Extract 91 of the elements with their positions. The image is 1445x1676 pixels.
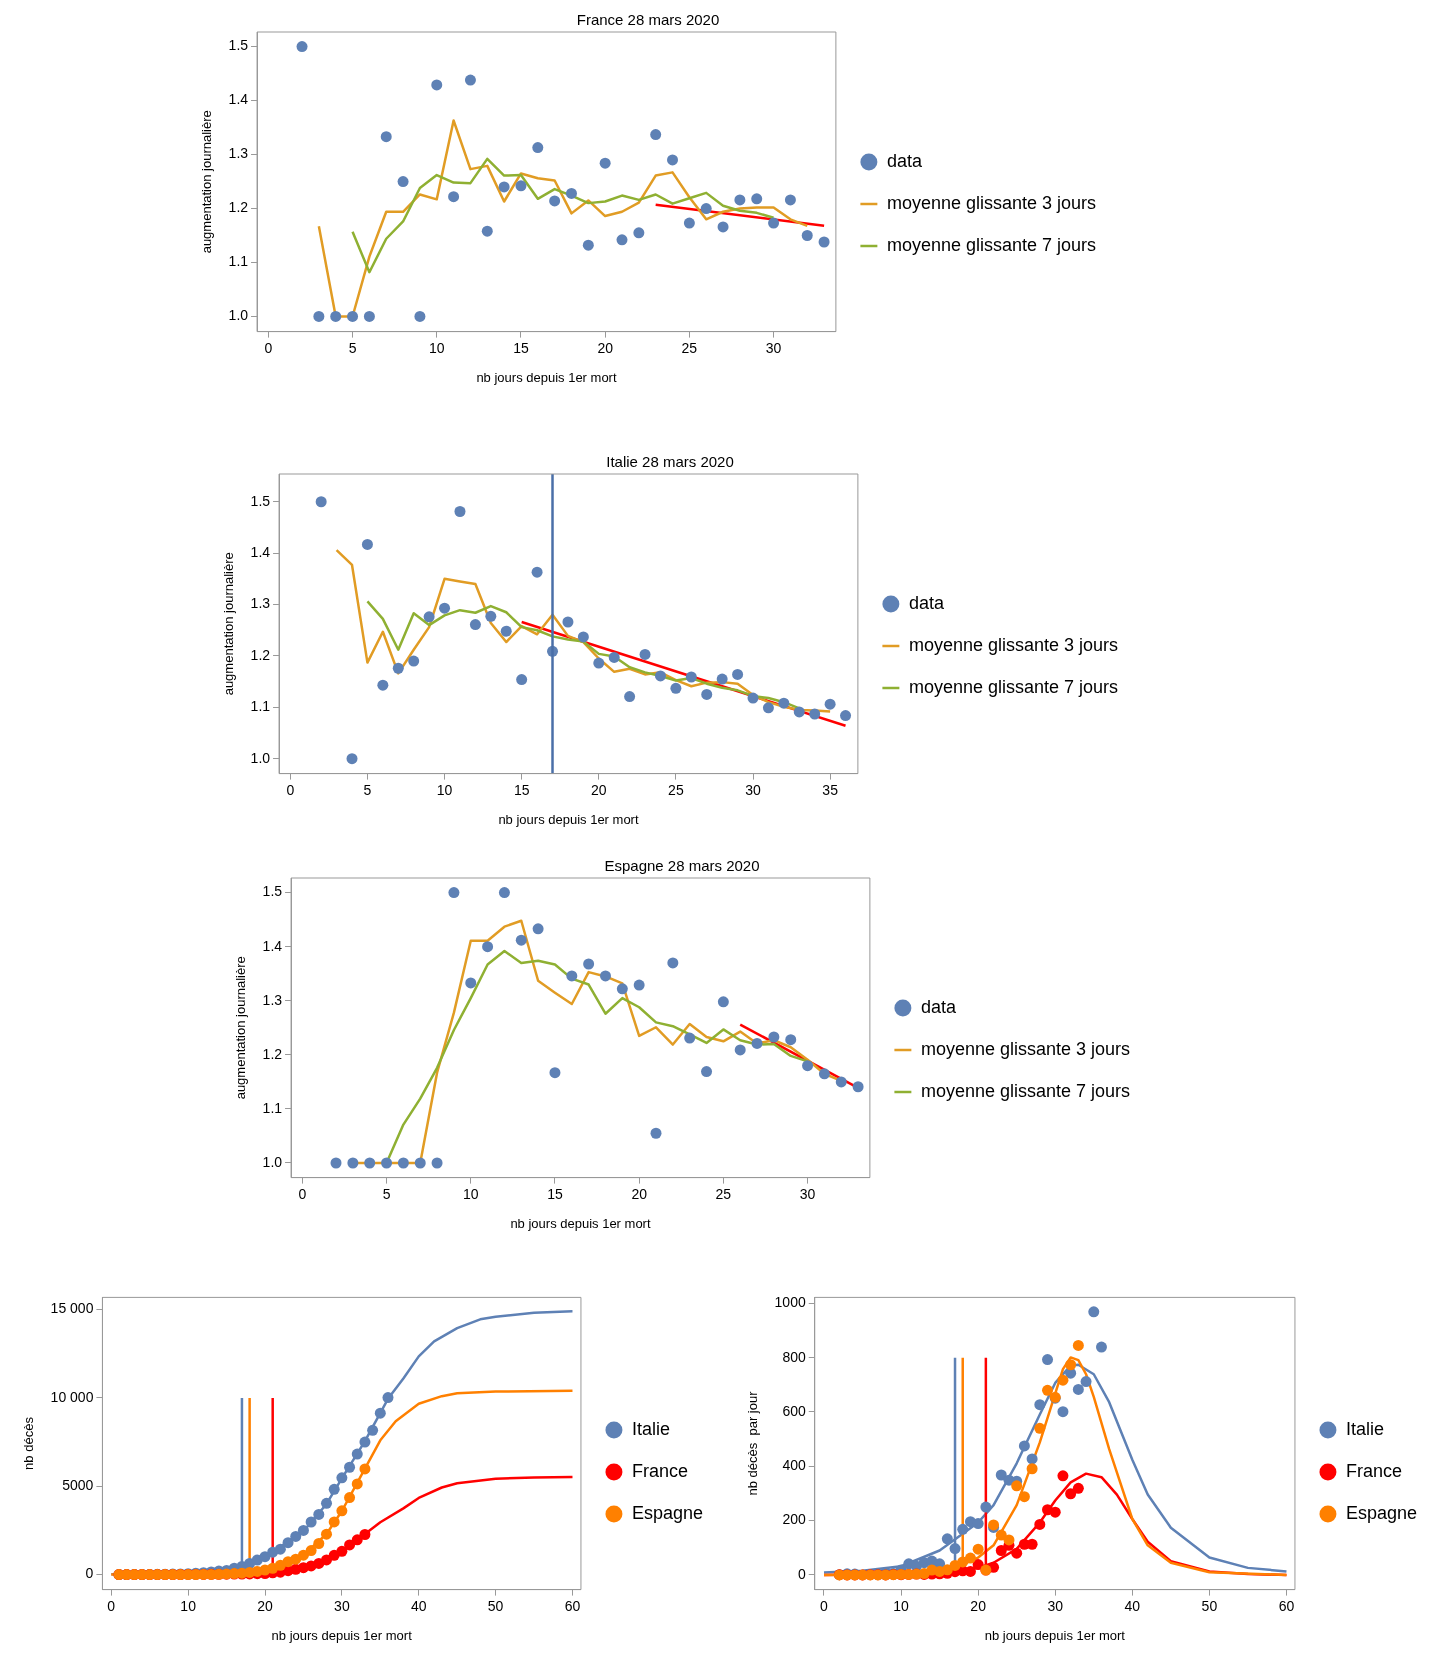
y-tick-label: 600 xyxy=(782,1402,806,1419)
x-tick-label: 60 xyxy=(564,1597,581,1614)
y-tick-label: 1.0 xyxy=(228,307,249,324)
x-tick-label: 40 xyxy=(410,1597,427,1614)
legend-label: Espagne xyxy=(631,1502,703,1523)
x-tick-label: 20 xyxy=(590,781,607,798)
x-tick-label: 25 xyxy=(681,339,698,356)
legend-label: moyenne glissante 3 jours xyxy=(886,192,1097,213)
x-tick-label: 30 xyxy=(765,339,782,356)
x-tick-label: 10 xyxy=(428,339,445,356)
y-tick-label: 1.1 xyxy=(262,1099,283,1116)
y-tick-label: 1.2 xyxy=(250,646,271,663)
chart-title: Italie 28 mars 2020 xyxy=(606,453,734,471)
x-tick-label: 40 xyxy=(1124,1597,1141,1614)
y-tick-label: 1.0 xyxy=(250,749,271,766)
y-tick-label: 200 xyxy=(782,1511,806,1528)
x-tick-label: 60 xyxy=(1278,1597,1295,1614)
x-tick-label: 20 xyxy=(970,1597,987,1614)
x-tick-label: 10 xyxy=(462,1185,479,1202)
y-tick-label: 1000 xyxy=(774,1294,806,1311)
y-tick-label: 800 xyxy=(782,1348,806,1365)
legend-label: Espagne xyxy=(1345,1502,1417,1523)
legend-label: Italie xyxy=(631,1418,670,1439)
y-tick-label: 0 xyxy=(85,1565,94,1582)
legend-label: France xyxy=(1345,1460,1402,1481)
y-tick-label: 15 000 xyxy=(50,1300,94,1317)
y-tick-label: 10 000 xyxy=(50,1388,94,1405)
legend-label: data xyxy=(908,592,945,613)
y-axis-title: augmentation journalière xyxy=(233,956,249,1100)
x-tick-label: 5 xyxy=(348,339,357,356)
x-tick-label: 0 xyxy=(820,1597,829,1614)
y-tick-label: 5000 xyxy=(62,1477,94,1494)
y-axis-title: augmentation journalière xyxy=(221,552,237,696)
y-axis-title: nb décès xyxy=(21,1416,37,1470)
y-tick-label: 1.2 xyxy=(262,1045,283,1062)
chart-title: Espagne 28 mars 2020 xyxy=(604,857,760,875)
legend-label: data xyxy=(920,996,957,1017)
x-tick-label: 30 xyxy=(334,1597,350,1614)
x-axis-title: nb jours depuis 1er mort xyxy=(271,1627,413,1643)
y-tick-label: 1.4 xyxy=(228,91,249,108)
y-tick-label: 1.5 xyxy=(262,883,283,900)
legend-label: moyenne glissante 7 jours xyxy=(886,234,1097,255)
y-tick-label: 1.3 xyxy=(228,145,249,162)
x-tick-label: 15 xyxy=(513,781,530,798)
x-tick-label: 0 xyxy=(286,781,295,798)
y-tick-label: 1.5 xyxy=(250,492,271,509)
legend-label: Italie xyxy=(1345,1418,1384,1439)
x-tick-label: 10 xyxy=(436,781,453,798)
y-tick-label: 1.3 xyxy=(262,991,283,1008)
x-tick-label: 5 xyxy=(382,1185,391,1202)
x-tick-label: 10 xyxy=(893,1597,910,1614)
y-tick-label: 1.5 xyxy=(228,37,249,54)
x-tick-label: 0 xyxy=(298,1185,307,1202)
legend-label: moyenne glissante 3 jours xyxy=(908,634,1119,655)
y-tick-label: 1.2 xyxy=(228,199,249,216)
x-tick-label: 20 xyxy=(597,339,614,356)
legend-label: moyenne glissante 7 jours xyxy=(908,676,1119,697)
y-axis-title: augmentation journalière xyxy=(199,110,215,254)
y-tick-label: 1.4 xyxy=(250,544,271,560)
x-axis-title: nb jours depuis 1er mort xyxy=(476,369,617,385)
x-tick-label: 5 xyxy=(363,781,372,798)
x-tick-label: 30 xyxy=(1047,1597,1064,1614)
chart-title: France 28 mars 2020 xyxy=(576,11,720,29)
x-tick-label: 30 xyxy=(799,1185,816,1202)
legend-label: moyenne glissante 7 jours xyxy=(920,1080,1131,1101)
x-tick-label: 50 xyxy=(487,1597,504,1614)
x-axis-title: nb jours depuis 1er mort xyxy=(510,1215,651,1231)
x-tick-label: 15 xyxy=(547,1185,563,1202)
y-tick-label: 1.4 xyxy=(262,937,283,954)
x-tick-label: 20 xyxy=(631,1185,648,1202)
y-tick-label: 1.1 xyxy=(228,253,249,270)
y-axis-title: nb décès par jour xyxy=(745,1390,761,1496)
x-tick-label: 10 xyxy=(180,1597,197,1614)
x-tick-label: 20 xyxy=(257,1597,273,1614)
y-tick-label: 400 xyxy=(782,1457,806,1474)
x-tick-label: 35 xyxy=(822,781,839,798)
x-tick-label: 15 xyxy=(513,339,529,356)
y-tick-label: 1.0 xyxy=(262,1153,283,1170)
x-tick-label: 25 xyxy=(715,1185,732,1202)
legend-label: France xyxy=(631,1460,688,1481)
y-tick-label: 1.1 xyxy=(250,698,271,715)
x-axis-title: nb jours depuis 1er mort xyxy=(984,1627,1126,1643)
x-tick-label: 50 xyxy=(1201,1597,1218,1614)
legend-label: data xyxy=(886,150,923,171)
y-tick-label: 1.3 xyxy=(250,595,271,612)
x-axis-title: nb jours depuis 1er mort xyxy=(498,811,639,827)
x-tick-label: 30 xyxy=(745,781,761,798)
x-tick-label: 25 xyxy=(668,781,684,798)
x-tick-label: 0 xyxy=(107,1597,116,1614)
legend-label: moyenne glissante 3 jours xyxy=(920,1038,1131,1059)
y-tick-label: 0 xyxy=(797,1565,806,1582)
